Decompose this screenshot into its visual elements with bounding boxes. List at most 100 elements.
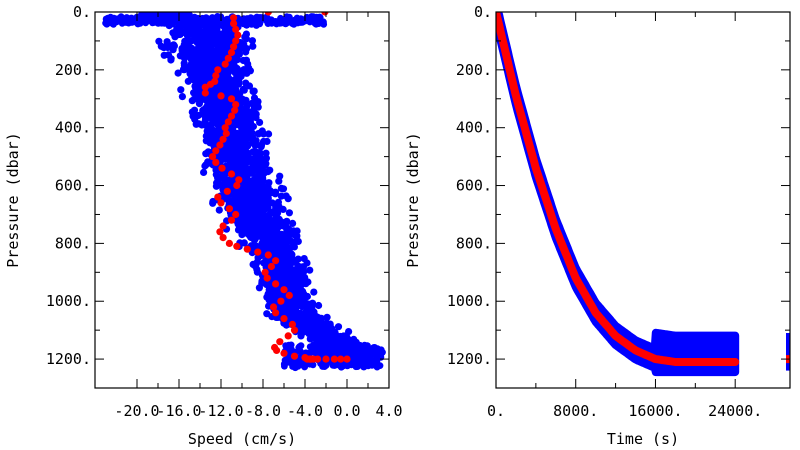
speed-point-blue — [287, 250, 295, 258]
speed-point-blue — [238, 67, 246, 75]
speed-point-red — [254, 248, 262, 256]
speed-point-blue — [334, 323, 343, 331]
speed-point-blue — [294, 237, 302, 245]
speed-point-blue — [306, 335, 314, 343]
speed-point-blue — [282, 342, 290, 349]
speed-point-blue — [112, 18, 120, 26]
x-tick-label: 4.0 — [375, 402, 402, 420]
speed-point-blue — [292, 294, 300, 302]
y-tick-label: 800. — [55, 234, 91, 252]
speed-point-blue — [279, 185, 288, 193]
speed-point-red — [222, 129, 230, 138]
speed-point-blue — [274, 289, 282, 297]
speed-point-red — [314, 355, 322, 363]
speed-point-blue — [212, 182, 220, 190]
speed-point-blue — [159, 14, 167, 22]
y-tick-label: 800. — [456, 234, 492, 252]
speed-point-blue — [289, 242, 297, 251]
speed-scatter-points — [102, 12, 386, 372]
speed-point-red — [212, 147, 220, 155]
speed-point-red — [230, 14, 238, 22]
speed-point-blue — [212, 19, 220, 27]
speed-point-blue — [186, 45, 194, 54]
speed-point-blue — [265, 296, 273, 304]
speed-point-red — [201, 83, 209, 91]
time-band-blue — [496, 12, 740, 377]
speed-point-blue — [226, 77, 234, 85]
speed-point-blue — [139, 17, 147, 25]
speed-point-blue — [318, 332, 326, 340]
speed-point-blue — [339, 344, 347, 352]
y-tick-label: 600. — [456, 177, 492, 195]
speed-point-blue — [237, 188, 246, 197]
speed-point-blue — [214, 13, 221, 20]
speed-point-blue — [210, 88, 218, 96]
speed-point-blue — [305, 307, 313, 315]
x-tick-label: 8000. — [553, 402, 598, 420]
speed-point-blue — [188, 108, 196, 116]
speed-point-red — [322, 355, 330, 363]
speed-point-blue — [181, 37, 189, 45]
speed-point-blue — [340, 332, 348, 340]
speed-point-red — [227, 48, 236, 57]
speed-point-blue — [300, 255, 308, 263]
speed-point-red — [232, 37, 240, 45]
speed-point-blue — [292, 257, 300, 265]
speed-point-blue — [260, 204, 268, 212]
speed-point-blue — [279, 236, 287, 244]
speed-point-blue — [250, 105, 258, 113]
y-tick-label: 0. — [474, 3, 492, 21]
speed-point-blue — [150, 13, 158, 21]
speed-point-blue — [228, 130, 236, 138]
speed-point-blue — [238, 120, 247, 128]
speed-point-blue — [160, 44, 168, 52]
speed-point-red — [232, 210, 240, 219]
speed-point-blue — [271, 190, 279, 198]
speed-point-red — [227, 112, 236, 120]
right-x-axis-label: Time (s) — [607, 430, 679, 448]
speed-point-red — [272, 257, 280, 265]
speed-point-red — [261, 268, 269, 276]
speed-point-red — [217, 199, 225, 207]
speed-point-red — [290, 352, 299, 360]
speed-point-red — [234, 31, 242, 39]
speed-point-red — [217, 92, 225, 100]
speed-point-blue — [232, 79, 240, 88]
speed-point-blue — [195, 100, 203, 108]
speed-point-blue — [231, 202, 239, 210]
speed-point-blue — [356, 347, 364, 355]
speed-point-red — [230, 20, 238, 28]
speed-point-blue — [144, 14, 152, 22]
speed-point-blue — [221, 194, 230, 202]
y-tick-label: 200. — [55, 61, 91, 79]
speed-point-red — [306, 355, 314, 363]
speed-point-red — [321, 12, 329, 16]
speed-point-blue — [255, 284, 263, 292]
speed-point-blue — [170, 42, 178, 50]
left-x-tick-labels: -20.0-16.0-12.0 -8.0 -4.0 0.0 4.0 — [114, 402, 402, 420]
speed-point-red — [233, 181, 241, 190]
speed-point-blue — [179, 66, 187, 74]
speed-point-red — [264, 12, 272, 16]
speed-point-blue — [164, 20, 172, 28]
speed-point-blue — [248, 99, 256, 108]
speed-point-blue — [309, 326, 317, 334]
speed-point-blue — [262, 149, 270, 157]
speed-point-blue — [242, 35, 250, 43]
speed-point-blue — [263, 137, 271, 145]
speed-point-blue — [274, 268, 282, 276]
speed-point-blue — [258, 186, 267, 194]
speed-point-blue — [228, 154, 236, 163]
speed-point-blue — [259, 175, 267, 183]
speed-point-blue — [200, 20, 208, 28]
speed-point-blue — [345, 328, 353, 336]
speed-point-blue — [240, 86, 248, 94]
speed-point-blue — [310, 288, 318, 296]
speed-point-blue — [186, 62, 194, 70]
speed-point-blue — [244, 131, 252, 139]
speed-point-blue — [249, 156, 257, 164]
speed-point-blue — [230, 197, 238, 205]
speed-point-blue — [354, 357, 362, 365]
speed-point-red — [288, 320, 296, 328]
speed-point-blue — [200, 168, 208, 176]
